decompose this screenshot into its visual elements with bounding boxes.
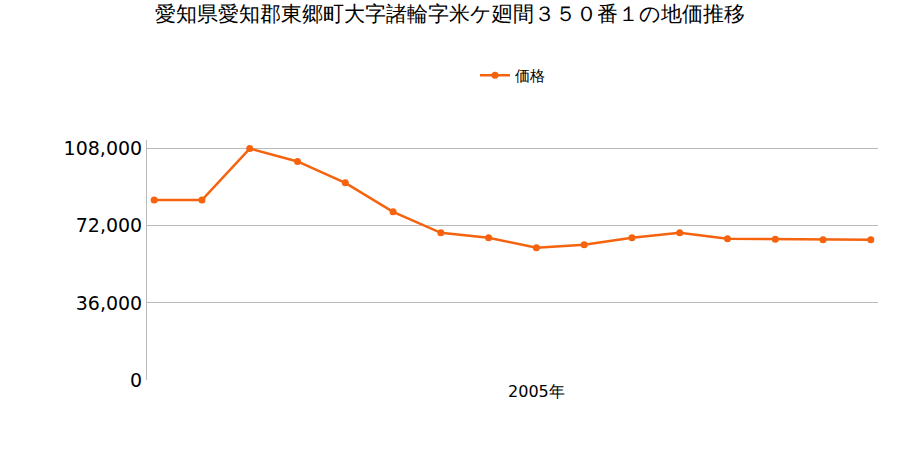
- svg-text:2005年: 2005年: [508, 382, 565, 401]
- svg-text:72,000: 72,000: [76, 214, 142, 236]
- svg-text:0: 0: [130, 369, 142, 391]
- svg-text:36,000: 36,000: [76, 292, 142, 314]
- svg-text:愛知県愛知郡東郷町大字諸輪字米ケ廻間３５０番１の地価推移: 愛知県愛知郡東郷町大字諸輪字米ケ廻間３５０番１の地価推移: [155, 2, 745, 26]
- svg-text:価格: 価格: [515, 67, 545, 85]
- svg-text:108,000: 108,000: [64, 137, 143, 159]
